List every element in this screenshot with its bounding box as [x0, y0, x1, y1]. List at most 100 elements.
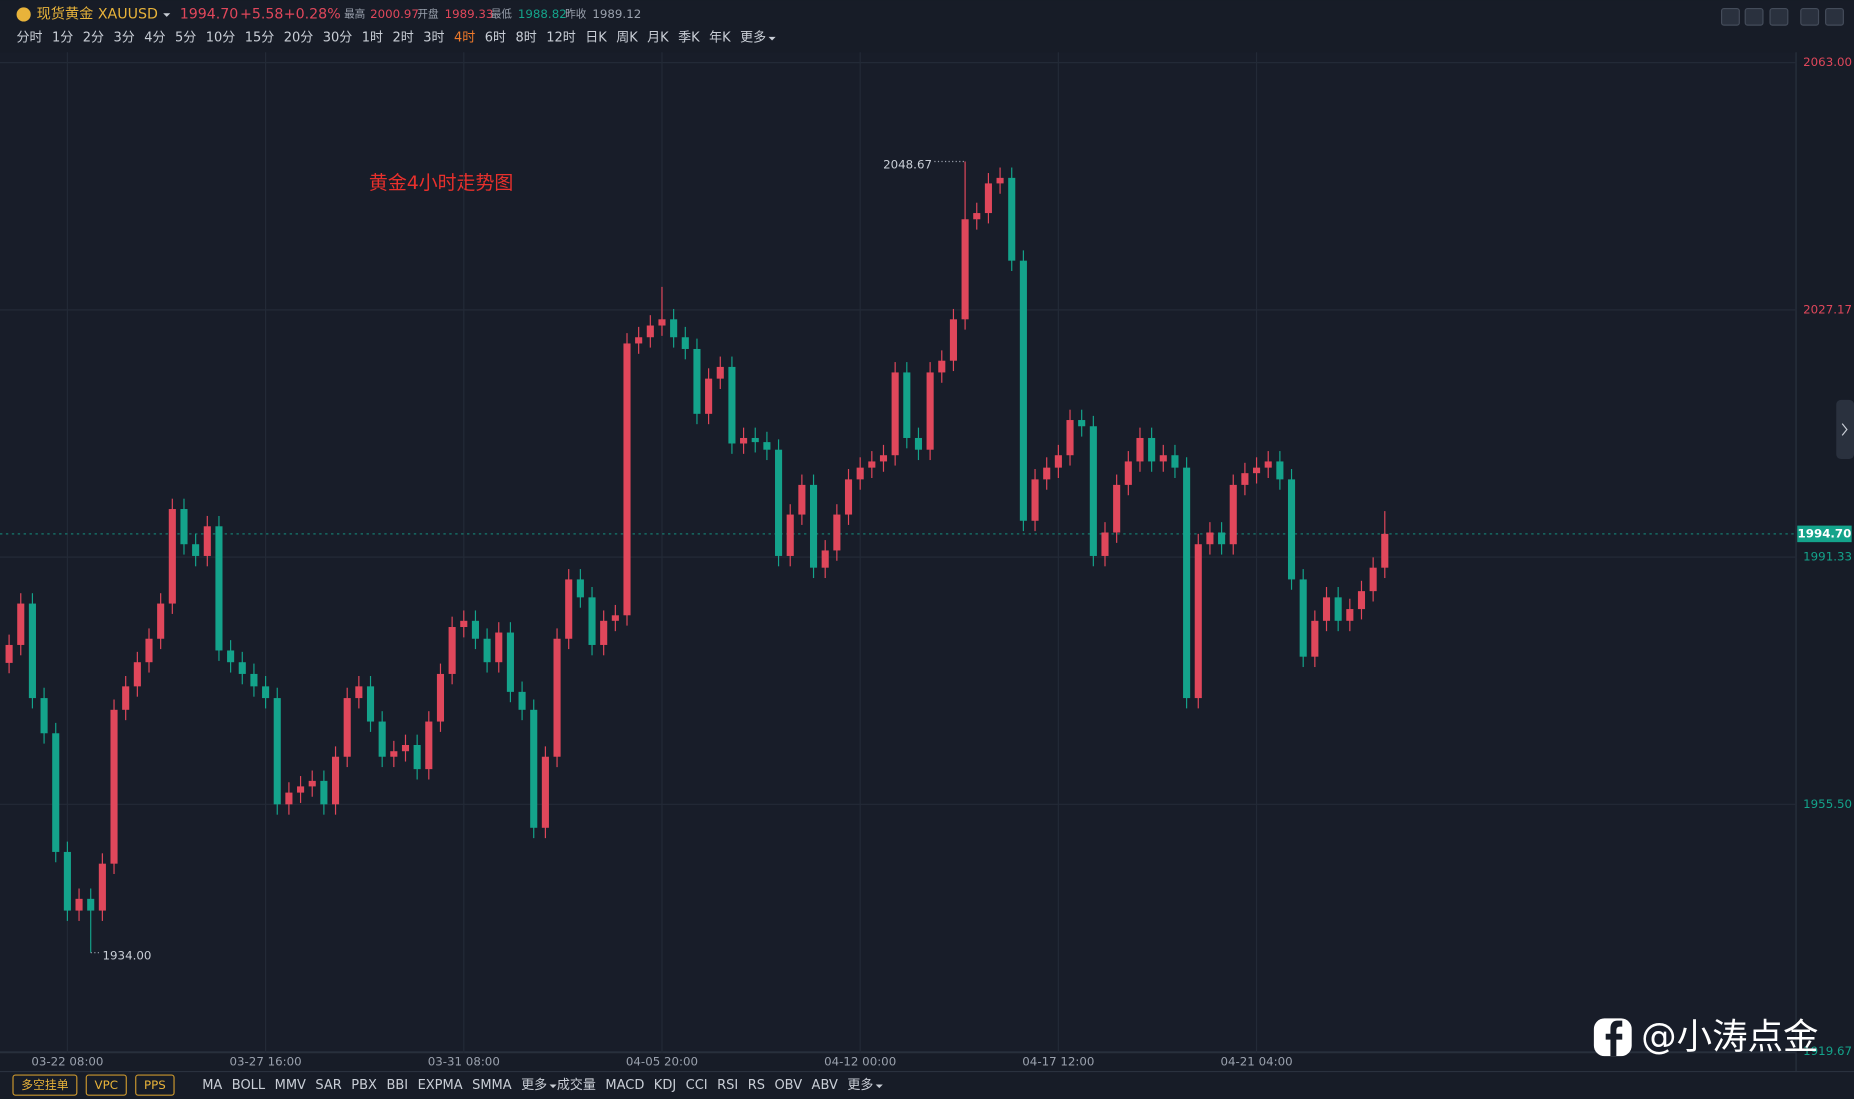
candle-body — [1019, 260, 1027, 521]
order-button-label[interactable]: 多空挂单 — [21, 1078, 68, 1092]
timeframe-tab[interactable]: 周K — [616, 31, 638, 46]
candle-body — [1299, 579, 1307, 657]
candle-body — [1334, 597, 1342, 621]
order-button-label[interactable]: VPC — [95, 1078, 118, 1092]
tool-button[interactable] — [1769, 7, 1789, 26]
order-button[interactable] — [12, 1074, 78, 1096]
low-label: 1934.00 — [103, 949, 152, 963]
indicator-tab[interactable]: 更多 — [521, 1077, 547, 1093]
timeframe-tab[interactable]: 月K — [647, 31, 669, 46]
indicator-tab[interactable]: MACD — [605, 1078, 644, 1093]
timeframe-tab[interactable]: 1分 — [52, 31, 73, 46]
indicator-tab[interactable]: CCI — [686, 1078, 708, 1093]
candle-body — [1078, 420, 1086, 427]
change: +5.58 — [240, 6, 283, 22]
timeframe-tab[interactable]: 4分 — [144, 31, 165, 46]
candle-body — [530, 709, 538, 828]
candle-body — [471, 620, 479, 639]
timeframe-tab[interactable]: 8时 — [515, 31, 536, 46]
timeframe-tab[interactable]: 3时 — [423, 31, 444, 46]
candle-body — [856, 467, 864, 480]
candle-body — [133, 662, 141, 687]
annotation: 黄金4小时走势图 — [369, 172, 513, 194]
candle-body — [705, 378, 713, 414]
timeframe-tab[interactable]: 分时 — [17, 31, 43, 46]
side-toggle[interactable] — [1836, 399, 1854, 460]
indicator-tab[interactable]: PBX — [351, 1078, 377, 1093]
indicator-tab[interactable]: KDJ — [654, 1078, 676, 1093]
close-button[interactable] — [1825, 7, 1844, 26]
timeframe-tab[interactable]: 更多 — [740, 30, 766, 46]
tool-button[interactable] — [1720, 7, 1740, 26]
tool-button[interactable] — [1800, 7, 1820, 26]
candle-body — [1253, 467, 1261, 474]
indicator-tab[interactable]: OBV — [774, 1078, 802, 1093]
candle-body — [518, 691, 526, 710]
indicator-tab[interactable]: MA — [202, 1078, 222, 1093]
indicator-tab[interactable]: SAR — [315, 1078, 341, 1093]
order-button-label[interactable]: PPS — [144, 1078, 166, 1092]
x-tick-label: 03-22 08:00 — [31, 1055, 103, 1069]
timeframe-tab[interactable]: 20分 — [284, 31, 314, 46]
candle-body — [553, 638, 561, 757]
candle-body — [215, 526, 223, 651]
timeframe-tab[interactable]: 10分 — [206, 31, 236, 46]
order-button[interactable] — [85, 1074, 127, 1096]
candle-body — [973, 213, 981, 220]
candle-body — [1148, 437, 1156, 462]
candle-body — [238, 662, 246, 674]
candle-body — [1287, 479, 1296, 580]
indicator-tab[interactable]: 成交量 — [557, 1077, 596, 1093]
timeframe-tab[interactable]: 12时 — [546, 31, 576, 46]
timeframe-tab[interactable]: 5分 — [175, 31, 196, 46]
candle-body — [926, 372, 934, 450]
timeframe-tab[interactable]: 年K — [709, 31, 731, 46]
dropdown-arrow[interactable] — [163, 13, 171, 17]
x-tick-label: 04-12 00:00 — [824, 1055, 896, 1069]
candle-body — [1241, 473, 1249, 485]
indicator-tab[interactable]: MMV — [275, 1078, 306, 1093]
candle-body — [87, 898, 95, 911]
candle-body — [285, 792, 293, 805]
timeframe-tab[interactable]: 15分 — [245, 31, 275, 46]
candle-body — [436, 673, 445, 722]
timeframe-tab[interactable]: 4时 — [454, 31, 475, 46]
indicator-tab[interactable]: RS — [748, 1078, 765, 1093]
indicator-tab[interactable]: BOLL — [232, 1078, 266, 1093]
timeframe-tab[interactable]: 2时 — [392, 31, 413, 46]
timeframe-tab[interactable]: 6时 — [485, 31, 506, 46]
x-tick-label: 04-21 04:00 — [1220, 1055, 1292, 1069]
candle-body — [413, 744, 421, 770]
candle-body — [1218, 532, 1226, 545]
indicator-tab[interactable]: SMMA — [472, 1078, 512, 1093]
timeframe-tab[interactable]: 2分 — [83, 31, 104, 46]
timeframe-tab[interactable]: 日K — [585, 31, 607, 46]
candle-body — [903, 372, 911, 438]
candle-body — [728, 366, 736, 444]
indicator-tab[interactable]: RSI — [717, 1078, 738, 1093]
timeframe-tab[interactable]: 季K — [678, 31, 700, 46]
tool-buttons — [1720, 7, 1844, 26]
candle-body — [868, 461, 876, 468]
candle-body — [996, 177, 1004, 184]
candle-body — [1264, 461, 1272, 468]
candle-body — [17, 603, 25, 645]
order-button[interactable] — [135, 1074, 175, 1096]
candle-body — [891, 372, 899, 456]
candle-body — [1346, 609, 1354, 621]
y-tick-label: 2027.17 — [1803, 302, 1852, 316]
candle-body — [1322, 597, 1331, 621]
indicator-tab[interactable]: EXPMA — [418, 1078, 463, 1093]
candle-body — [821, 550, 829, 568]
indicator-tab[interactable]: 更多 — [847, 1077, 873, 1093]
symbol[interactable]: 现货黄金 XAUUSD — [37, 5, 158, 22]
indicator-tab[interactable]: ABV — [812, 1078, 838, 1093]
timeframe-tab[interactable]: 30分 — [323, 31, 353, 46]
tool-button[interactable] — [1744, 7, 1764, 26]
x-tick-label: 04-17 12:00 — [1022, 1055, 1094, 1069]
candle-body — [1031, 479, 1039, 521]
candle-body — [192, 544, 200, 556]
timeframe-tab[interactable]: 1时 — [362, 31, 383, 46]
indicator-tab[interactable]: BBI — [386, 1078, 408, 1093]
timeframe-tab[interactable]: 3分 — [114, 31, 135, 46]
